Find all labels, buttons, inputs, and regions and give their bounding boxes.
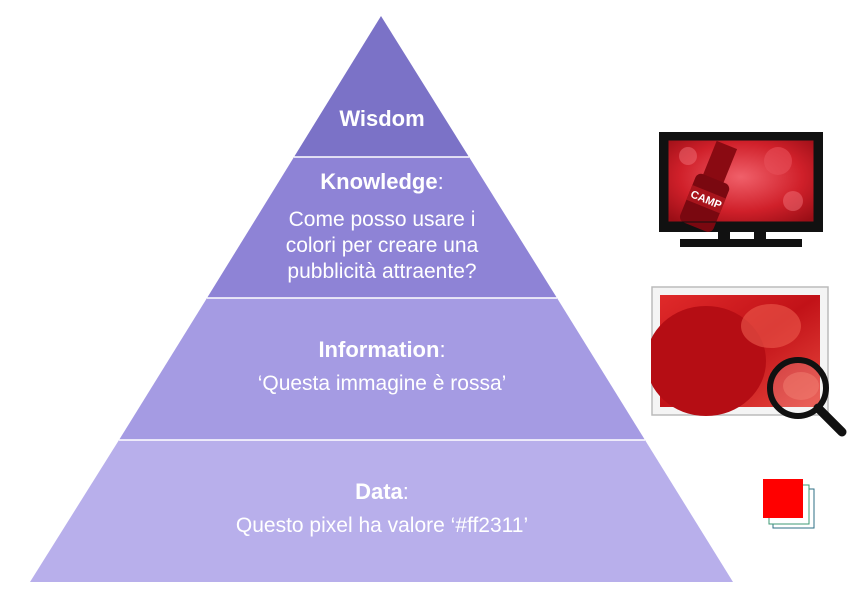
title-separator: :: [402, 479, 409, 504]
information-example: ‘Questa immagine è rossa’: [257, 372, 507, 395]
pixel-square-icon: [763, 479, 815, 529]
data-example: Questo pixel ha valore ‘#ff2311’: [235, 514, 529, 537]
data-level-text: Data: Questo pixel ha valore ‘#ff2311’: [0, 479, 764, 539]
tv-icon: CAMP: [659, 132, 823, 247]
wisdom-level-text: Wisdom: [0, 106, 764, 132]
title-separator: :: [439, 337, 446, 362]
photo-frame-icon: [651, 286, 829, 416]
information-level-text: Information: ‘Questa immagine è rossa’: [0, 337, 764, 397]
knowledge-level-text: Knowledge: Come posso usare i colori per…: [0, 169, 764, 285]
magnifier-icon: [767, 357, 847, 437]
data-title: Data: [355, 479, 403, 504]
pyramid-level-knowledge: [207, 157, 557, 298]
knowledge-example: Come posso usare i colori per creare una…: [285, 208, 479, 283]
pyramid-level-data: [30, 440, 733, 582]
wisdom-title: Wisdom: [339, 106, 425, 131]
information-title: Information: [318, 337, 440, 362]
pyramid-level-wisdom: [294, 16, 469, 157]
knowledge-title: Knowledge: [320, 169, 438, 194]
pyramid-level-information: [119, 298, 645, 440]
title-separator: :: [437, 169, 444, 194]
